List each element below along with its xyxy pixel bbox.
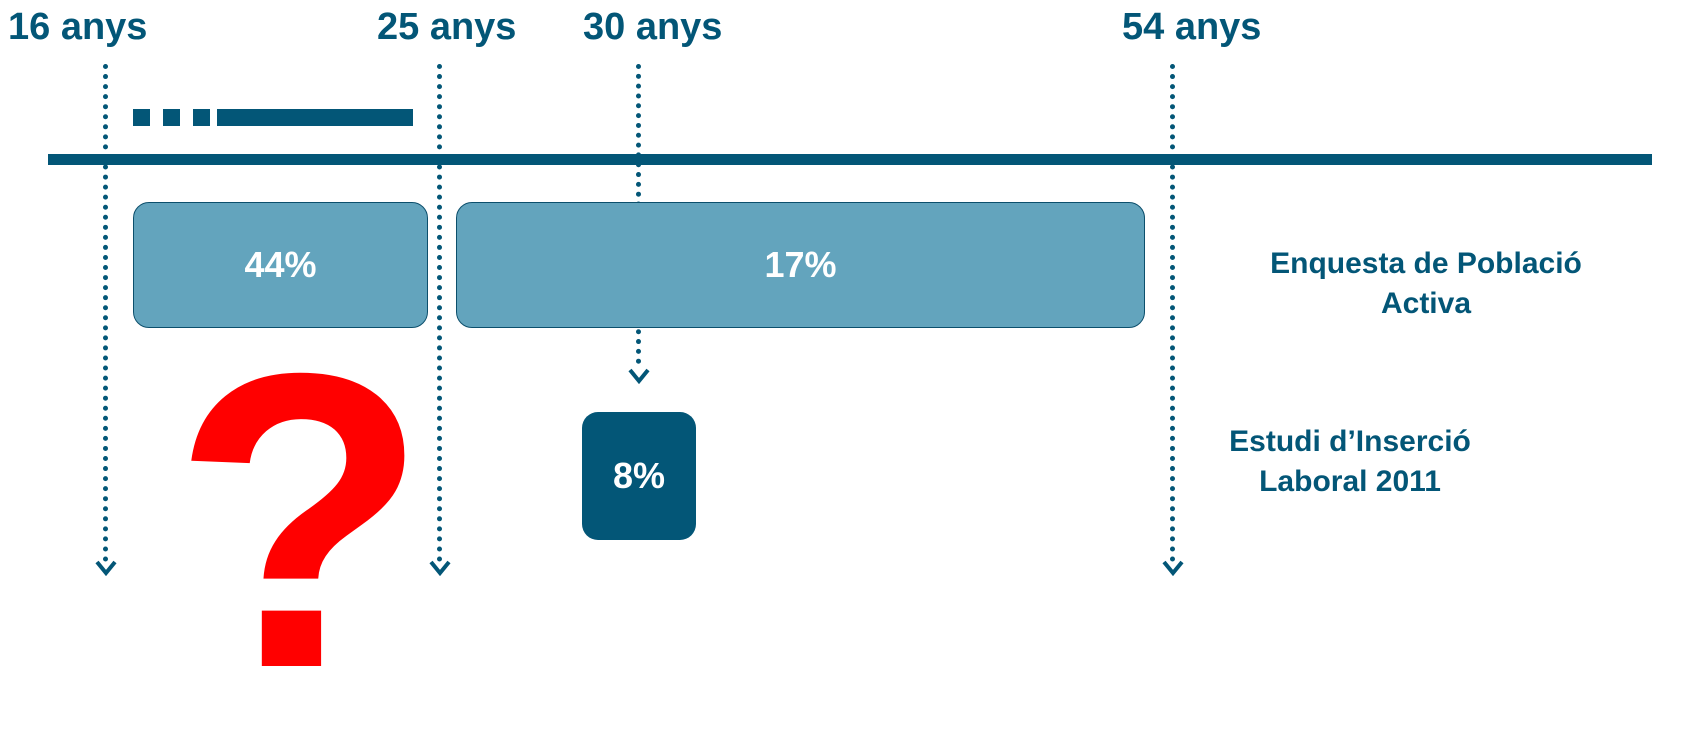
source-label-epa-line2: Activa <box>1380 287 1472 320</box>
age-label-54: 54 anys <box>1122 6 1262 48</box>
source-label-eil: Estudi d’Inserció Laboral 2011 <box>1150 422 1550 502</box>
age-label-16: 16 anys <box>8 6 148 48</box>
source-label-eil-line1: Estudi d’Inserció <box>1229 425 1471 458</box>
marker-line-54 <box>1170 64 1175 562</box>
age-label-30: 30 anys <box>583 6 723 48</box>
bar-adult-epa: 17% <box>456 202 1145 328</box>
marker-line-16 <box>103 64 108 562</box>
source-label-epa-line1: Enquesta de Població <box>1270 247 1582 280</box>
range-dash <box>133 109 150 126</box>
bar-adult-value: 17% <box>764 244 837 285</box>
range-solid-bar <box>217 109 413 126</box>
marker-line-25 <box>437 64 442 562</box>
question-mark: ? <box>172 287 429 756</box>
arrow-down-icon-30 <box>628 368 650 384</box>
box-insercio-value: 8% <box>612 455 666 496</box>
source-label-eil-line2: Laboral 2011 <box>1259 465 1441 498</box>
arrow-down-icon-54 <box>1162 560 1184 576</box>
arrow-down-icon-16 <box>95 560 117 576</box>
box-insercio: 8% <box>582 412 696 540</box>
arrow-down-icon-25 <box>429 560 451 576</box>
bar-young-value: 44% <box>244 244 317 285</box>
bar-young-epa: 44% <box>133 202 428 328</box>
range-dash <box>163 109 180 126</box>
source-label-epa: Enquesta de Població Activa <box>1186 244 1666 324</box>
age-label-25: 25 anys <box>377 6 517 48</box>
range-dash <box>193 109 210 126</box>
timeline-axis <box>48 154 1652 165</box>
